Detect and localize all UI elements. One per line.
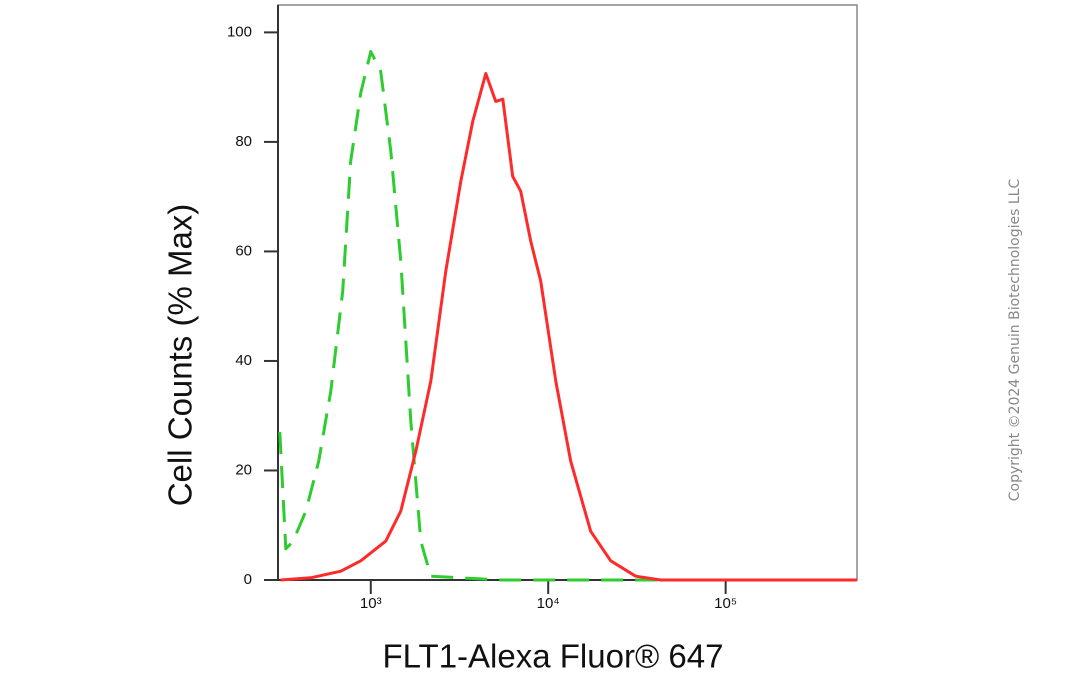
y-tick-label: 0 — [244, 571, 252, 588]
copyright: Copyright ©2024 Genuin Biotechnologies L… — [1007, 179, 1023, 502]
x-tick-label: 10⁴ — [537, 595, 560, 612]
x-axis-label: FLT1-Alexa Fluor® 647 — [382, 638, 723, 675]
y-tick-label: 20 — [235, 461, 252, 478]
y-tick-label: 100 — [227, 23, 252, 40]
histogram-line — [278, 50, 857, 582]
histogram-line — [280, 72, 857, 582]
y-tick-label: 80 — [235, 133, 252, 150]
x-tick-label: 10⁵ — [714, 595, 737, 612]
y-tick-label: 40 — [235, 352, 252, 369]
plot-frame — [277, 4, 858, 581]
y-tick-label: 60 — [235, 242, 252, 259]
x-tick-label: 10³ — [360, 595, 382, 612]
y-axis-label: Cell Counts (% Max) — [162, 204, 199, 507]
